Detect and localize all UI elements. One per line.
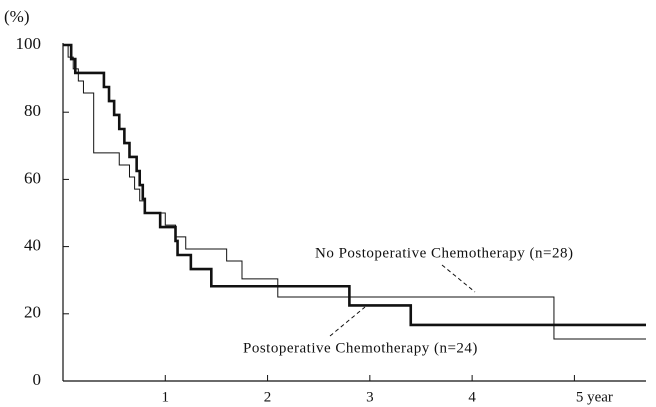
x-tick-label: 1 <box>162 389 170 405</box>
y-tick-label: 100 <box>16 34 42 53</box>
y-tick-label: 20 <box>24 303 41 322</box>
leader-line <box>329 306 366 337</box>
y-tick-label: 40 <box>24 236 41 255</box>
legend-label: Postoperative Chemotherapy (n=24) <box>243 340 478 356</box>
y-tick-label: 0 <box>33 370 42 389</box>
y-unit-label: (%) <box>4 7 29 26</box>
y-tick-label: 60 <box>24 168 41 187</box>
survival-curve <box>63 43 646 327</box>
x-tick-label: 4 <box>468 389 476 405</box>
x-tick-label: 3 <box>366 389 374 405</box>
x-tick-label: 5 year <box>576 389 613 405</box>
survival-curve <box>63 44 646 340</box>
leader-line <box>441 264 476 293</box>
y-tick-label: 80 <box>24 101 41 120</box>
x-tick-label: 2 <box>264 389 272 405</box>
legend-label: No Postoperative Chemotherapy (n=28) <box>315 245 574 261</box>
